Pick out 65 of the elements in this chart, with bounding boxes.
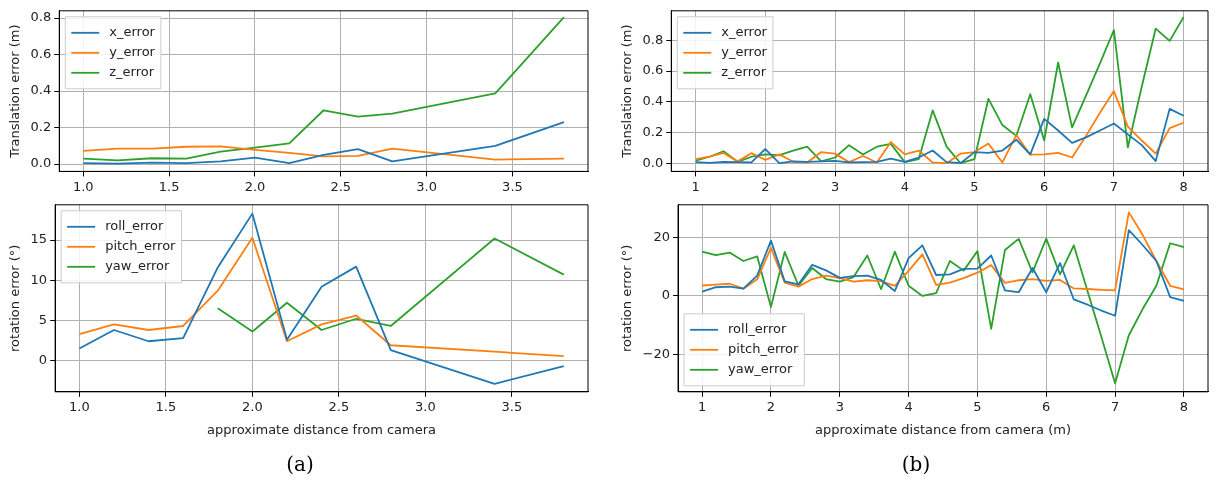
x-tick-label: 1.5 bbox=[155, 398, 177, 414]
y-tick-label: 0.0 bbox=[30, 155, 52, 171]
x-tick-label: 4 bbox=[900, 178, 909, 194]
x-tick-label: 2.0 bbox=[242, 398, 263, 414]
legend-label: z_error bbox=[109, 64, 155, 80]
x-tick-label: 5 bbox=[973, 398, 982, 414]
x-tick-label: 3.0 bbox=[416, 178, 437, 194]
y-tick-label: −20 bbox=[642, 345, 671, 361]
legend-label: y_error bbox=[721, 44, 768, 60]
x-tick-label: 6 bbox=[1040, 178, 1049, 194]
legend-label: x_error bbox=[109, 24, 156, 40]
x-tick-label: 3.5 bbox=[501, 398, 523, 414]
legend-label: pitch_error bbox=[728, 341, 800, 357]
text: (a) bbox=[285, 452, 315, 476]
x-tick-label: 4 bbox=[904, 398, 913, 414]
legend-label: z_error bbox=[721, 64, 767, 80]
legend-label: y_error bbox=[109, 44, 156, 60]
x-tick-label: 1.0 bbox=[72, 178, 94, 194]
y-tick-label: 0.6 bbox=[642, 62, 664, 78]
x-tick-label: 1.5 bbox=[158, 178, 180, 194]
y-tick-label: 0.8 bbox=[30, 9, 52, 25]
legend-label: yaw_error bbox=[728, 361, 793, 377]
x-tick-label: 1 bbox=[697, 398, 707, 414]
y-tick-label: 10 bbox=[30, 271, 48, 287]
x-tick-label: 2.0 bbox=[244, 178, 266, 194]
x-tick-label: 2.5 bbox=[328, 398, 350, 414]
y-axis-title: rotation error (°) bbox=[619, 244, 635, 352]
x-axis-title: approximate distance from camera bbox=[207, 421, 437, 437]
legend-label: yaw_error bbox=[105, 258, 171, 274]
y-tick-label: 0 bbox=[661, 287, 671, 303]
legend-label: pitch_error bbox=[105, 238, 177, 254]
x-tick-label: 6 bbox=[1042, 398, 1051, 414]
legend-label: roll_error bbox=[105, 218, 165, 234]
x-tick-label: 3 bbox=[830, 178, 840, 194]
y-tick-label: 0.0 bbox=[642, 155, 664, 171]
y-tick-label: 5 bbox=[38, 311, 48, 327]
x-tick-label: 2 bbox=[766, 398, 776, 414]
y-tick-label: 0.2 bbox=[30, 118, 52, 134]
x-tick-label: 1 bbox=[691, 178, 700, 194]
y-tick-label: 0 bbox=[38, 351, 48, 367]
y-tick-label: 20 bbox=[653, 229, 671, 245]
x-tick-label: 8 bbox=[1179, 178, 1188, 194]
x-axis-title: approximate distance from camera (m) bbox=[815, 421, 1071, 437]
x-tick-label: 3 bbox=[835, 398, 844, 414]
x-tick-label: 8 bbox=[1179, 398, 1189, 414]
y-tick-label: 0.6 bbox=[30, 45, 52, 61]
y-tick-label: 15 bbox=[30, 231, 48, 247]
y-tick-label: 0.8 bbox=[642, 31, 664, 47]
y-axis-title: Translation error (m) bbox=[7, 24, 23, 159]
y-tick-label: 0.4 bbox=[30, 82, 52, 98]
text: (b) bbox=[900, 452, 932, 476]
legend-label: roll_error bbox=[728, 321, 787, 337]
x-tick-label: 1.0 bbox=[69, 398, 90, 414]
y-axis-title: rotation error (°) bbox=[7, 244, 23, 352]
legend-label: x_error bbox=[721, 24, 768, 40]
x-tick-label: 3.5 bbox=[502, 178, 523, 194]
x-tick-label: 2.5 bbox=[330, 178, 352, 194]
x-tick-label: 3.0 bbox=[415, 398, 436, 414]
y-tick-label: 0.2 bbox=[642, 124, 664, 140]
y-axis-title: Translation error (m) bbox=[619, 24, 635, 159]
x-tick-label: 2 bbox=[761, 178, 770, 194]
y-tick-label: 0.4 bbox=[642, 93, 664, 109]
x-tick-label: 7 bbox=[1109, 178, 1119, 194]
x-tick-label: 7 bbox=[1110, 398, 1120, 414]
x-tick-label: 5 bbox=[970, 178, 979, 194]
